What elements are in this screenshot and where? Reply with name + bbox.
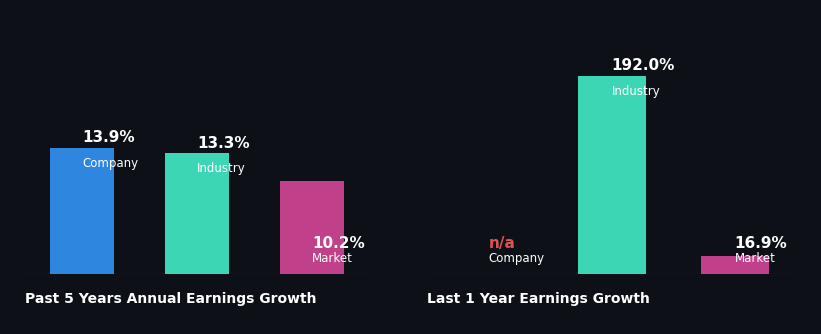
Text: n/a: n/a (488, 236, 516, 251)
Text: Market: Market (735, 252, 776, 265)
Text: 10.2%: 10.2% (312, 236, 365, 251)
Text: 13.9%: 13.9% (82, 130, 135, 145)
Text: Industry: Industry (197, 162, 245, 175)
Text: Company: Company (82, 157, 138, 170)
Text: Company: Company (488, 252, 544, 265)
Bar (165, 153, 228, 274)
Text: 16.9%: 16.9% (735, 236, 787, 251)
Text: 192.0%: 192.0% (612, 58, 675, 73)
Text: Last 1 Year Earnings Growth: Last 1 Year Earnings Growth (427, 292, 649, 306)
Bar (50, 148, 113, 274)
Text: 13.3%: 13.3% (197, 136, 250, 151)
Text: Industry: Industry (612, 85, 660, 98)
Bar (701, 257, 768, 274)
Text: Market: Market (312, 252, 353, 265)
Text: Past 5 Years Annual Earnings Growth: Past 5 Years Annual Earnings Growth (25, 292, 316, 306)
Bar (578, 76, 645, 274)
Bar (280, 181, 343, 274)
